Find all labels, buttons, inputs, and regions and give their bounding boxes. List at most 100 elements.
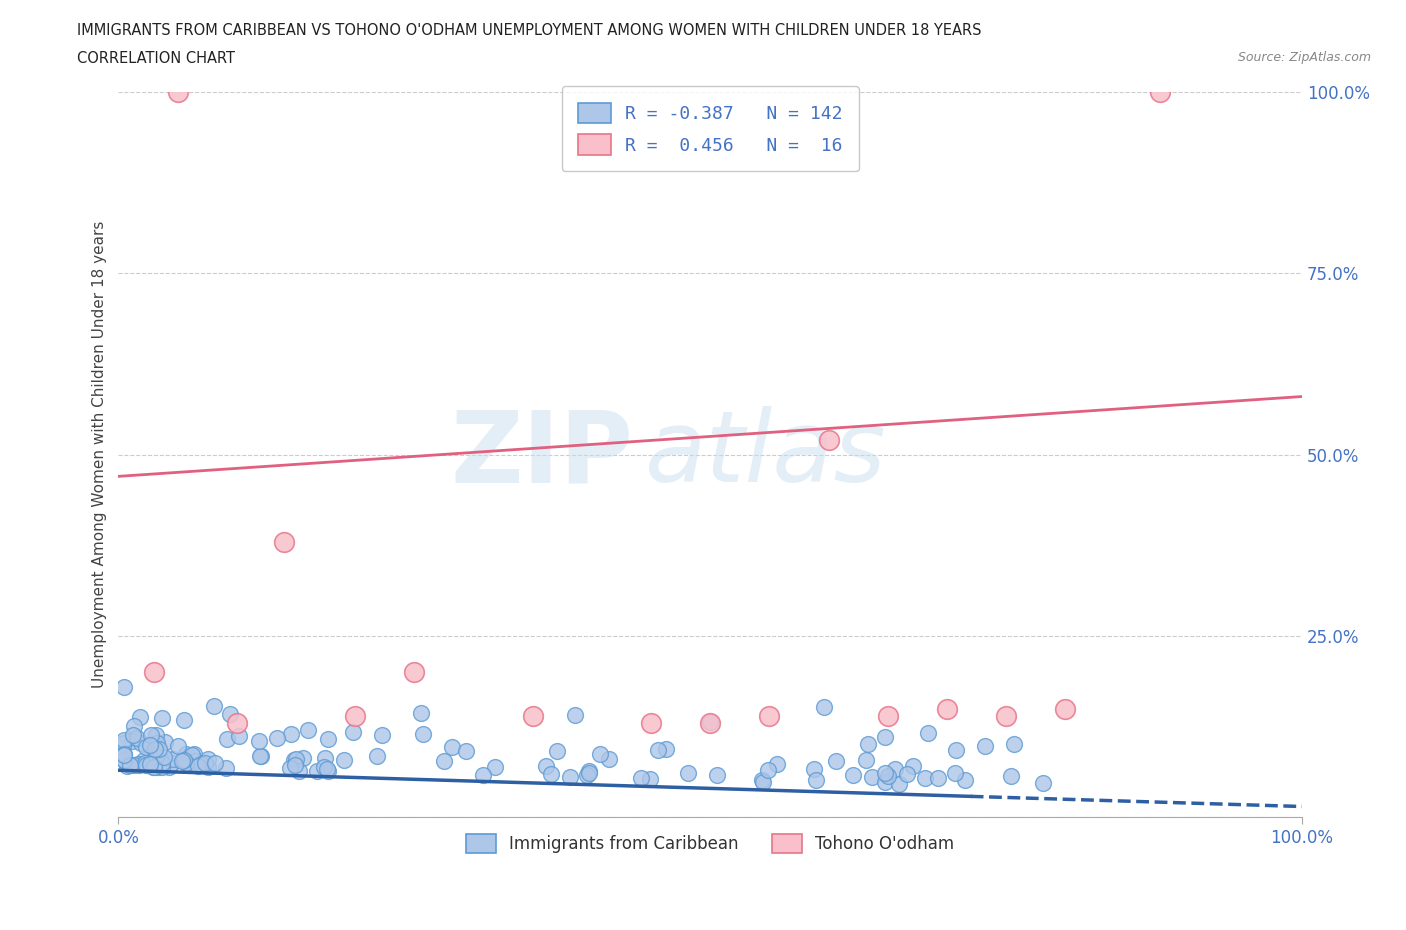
Point: [135, 758, 157, 773]
Point: [143, 741, 166, 756]
Point: [877, 769, 900, 784]
Point: [409, 706, 432, 721]
Point: [454, 744, 477, 759]
Point: [194, 755, 217, 770]
Point: [804, 772, 827, 787]
Point: [813, 700, 835, 715]
Point: [883, 761, 905, 776]
Point: [183, 746, 205, 761]
Point: [150, 711, 173, 725]
Point: [927, 770, 949, 785]
Point: [112, 736, 135, 751]
Point: [129, 736, 152, 751]
Point: [751, 772, 773, 787]
Point: [120, 757, 142, 772]
Y-axis label: Unemployment Among Women with Children Under 18 years: Unemployment Among Women with Children U…: [93, 221, 107, 688]
Point: [936, 701, 959, 716]
Point: [139, 727, 162, 742]
Point: [1002, 737, 1025, 751]
Point: [291, 751, 314, 765]
Point: [284, 757, 307, 772]
Point: [1000, 769, 1022, 784]
Point: [630, 770, 652, 785]
Point: [121, 727, 143, 742]
Point: [676, 765, 699, 780]
Point: [1149, 85, 1171, 100]
Point: [1032, 776, 1054, 790]
Point: [654, 741, 676, 756]
Point: [112, 679, 135, 694]
Point: [344, 709, 367, 724]
Point: [177, 758, 200, 773]
Point: [225, 715, 247, 730]
Point: [1054, 701, 1077, 716]
Point: [143, 760, 166, 775]
Point: [148, 742, 170, 757]
Point: [180, 748, 202, 763]
Point: [973, 738, 995, 753]
Point: [187, 758, 209, 773]
Point: [153, 750, 176, 764]
Point: [142, 760, 165, 775]
Point: [219, 707, 242, 722]
Point: [141, 753, 163, 768]
Text: Source: ZipAtlas.com: Source: ZipAtlas.com: [1237, 51, 1371, 64]
Point: [112, 746, 135, 761]
Point: [162, 752, 184, 767]
Point: [316, 764, 339, 778]
Point: [765, 757, 787, 772]
Point: [876, 709, 898, 724]
Point: [190, 757, 212, 772]
Point: [176, 756, 198, 771]
Point: [135, 758, 157, 773]
Point: [855, 753, 877, 768]
Point: [647, 742, 669, 757]
Point: [901, 759, 924, 774]
Legend: Immigrants from Caribbean, Tohono O'odham: Immigrants from Caribbean, Tohono O'odha…: [460, 828, 962, 860]
Point: [280, 726, 302, 741]
Point: [598, 751, 620, 766]
Point: [115, 759, 138, 774]
Point: [160, 755, 183, 770]
Point: [546, 744, 568, 759]
Point: [316, 761, 339, 776]
Point: [249, 749, 271, 764]
Point: [125, 731, 148, 746]
Point: [142, 665, 165, 680]
Point: [183, 753, 205, 768]
Point: [166, 85, 188, 100]
Point: [215, 761, 238, 776]
Point: [564, 708, 586, 723]
Point: [471, 767, 494, 782]
Point: [145, 727, 167, 742]
Text: CORRELATION CHART: CORRELATION CHART: [77, 51, 235, 66]
Point: [945, 742, 967, 757]
Point: [284, 751, 307, 766]
Point: [889, 777, 911, 791]
Point: [706, 767, 728, 782]
Point: [875, 730, 897, 745]
Point: [129, 710, 152, 724]
Point: [297, 723, 319, 737]
Point: [173, 752, 195, 767]
Point: [197, 759, 219, 774]
Point: [148, 759, 170, 774]
Point: [412, 726, 434, 741]
Point: [266, 731, 288, 746]
Point: [404, 665, 426, 680]
Point: [756, 763, 779, 777]
Point: [873, 775, 896, 790]
Point: [139, 737, 162, 752]
Point: [127, 757, 149, 772]
Point: [640, 771, 662, 786]
Point: [371, 727, 394, 742]
Point: [914, 771, 936, 786]
Point: [917, 725, 939, 740]
Point: [484, 760, 506, 775]
Point: [145, 749, 167, 764]
Point: [305, 764, 328, 778]
Point: [112, 748, 135, 763]
Point: [841, 768, 863, 783]
Point: [433, 753, 456, 768]
Point: [134, 755, 156, 770]
